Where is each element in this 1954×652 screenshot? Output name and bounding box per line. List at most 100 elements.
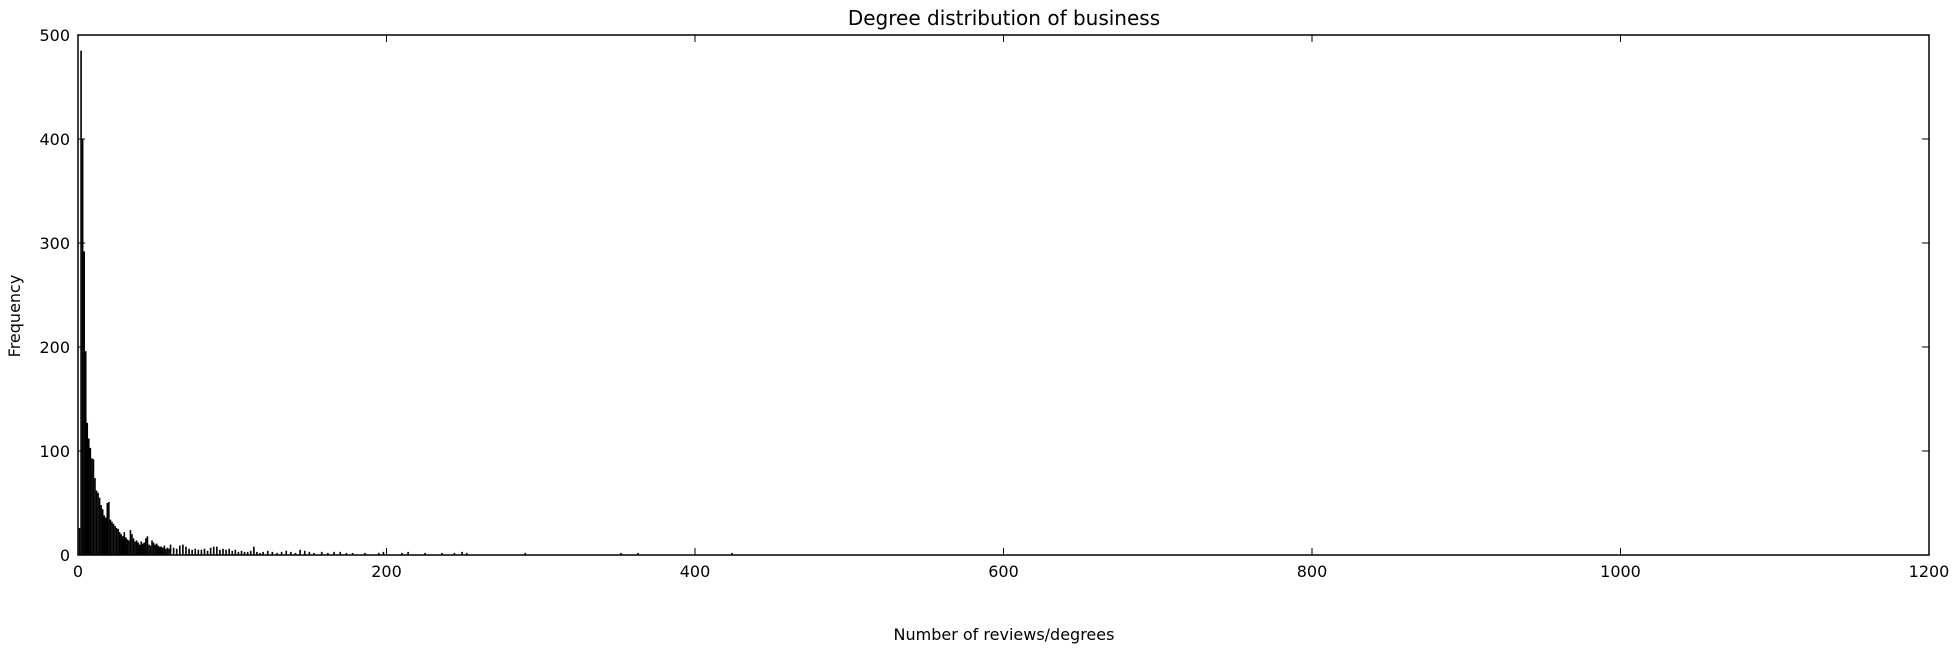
y-axis-label: Frequency xyxy=(5,275,24,358)
histogram-bar xyxy=(243,551,246,555)
histogram-bar xyxy=(237,551,240,555)
x-axis-label: Number of reviews/degrees xyxy=(894,625,1115,644)
histogram-bar xyxy=(138,544,141,555)
histogram-bar xyxy=(87,438,90,555)
histogram-bar xyxy=(111,521,113,555)
histogram-bar xyxy=(98,497,101,555)
histogram-bar xyxy=(271,551,274,555)
histogram-bar xyxy=(104,517,107,555)
histogram-bar xyxy=(308,551,311,555)
histogram-bar xyxy=(299,549,301,555)
histogram-bar xyxy=(256,551,258,555)
histogram-bar xyxy=(222,548,224,555)
histogram-bar xyxy=(637,552,639,555)
histogram-bar xyxy=(259,552,261,555)
histogram-bar xyxy=(143,542,146,555)
histogram-bar xyxy=(249,550,252,555)
histogram-bar xyxy=(234,549,237,555)
x-tick-label: 1000 xyxy=(1600,562,1641,581)
histogram-bar xyxy=(424,552,426,555)
histogram-bar xyxy=(200,549,203,555)
histogram-bar xyxy=(206,550,209,555)
histogram-bar xyxy=(212,546,215,555)
histogram-bar xyxy=(209,547,212,555)
histogram-bar xyxy=(149,545,152,555)
histogram-bar xyxy=(117,529,119,555)
histogram-bar xyxy=(158,546,161,555)
histogram-bar xyxy=(182,544,184,555)
x-tick-label: 1200 xyxy=(1909,562,1950,581)
histogram-bar xyxy=(169,544,172,555)
histogram-bar xyxy=(151,540,153,555)
histogram-bar xyxy=(364,552,366,555)
histogram-bar xyxy=(89,447,92,555)
histogram-bar xyxy=(188,548,190,555)
histogram-bar xyxy=(253,546,255,555)
histogram-bar xyxy=(86,422,89,555)
histogram-bar xyxy=(83,251,85,555)
histogram-bar xyxy=(131,534,133,555)
histogram-bar xyxy=(294,552,297,555)
histogram-bar xyxy=(191,549,193,555)
histogram-bar xyxy=(231,550,234,555)
histogram-bar xyxy=(382,551,385,555)
histogram-bar xyxy=(141,543,144,555)
histogram-bar xyxy=(84,351,87,555)
histogram-bar xyxy=(465,552,468,555)
histogram-bar xyxy=(168,548,170,555)
histogram-bar xyxy=(228,548,230,555)
histogram-bar xyxy=(262,551,264,555)
histogram-bar xyxy=(377,552,380,555)
histogram-bar xyxy=(620,552,622,555)
histogram-bar xyxy=(303,550,306,555)
histogram-bar xyxy=(121,536,124,555)
histogram-bar xyxy=(146,536,149,555)
histogram-bar xyxy=(78,527,81,555)
histogram-bar xyxy=(345,552,348,555)
histogram-bar xyxy=(175,548,178,555)
histogram-bar xyxy=(154,544,156,555)
histogram-bar xyxy=(197,549,200,555)
histogram-bar xyxy=(225,549,227,555)
histogram-bar xyxy=(152,542,155,555)
histogram-bar xyxy=(160,546,163,555)
histogram-bar xyxy=(115,527,118,555)
histogram-bar xyxy=(100,505,102,555)
histogram-bar xyxy=(94,478,96,555)
histogram-bar xyxy=(172,547,175,555)
histogram-bar xyxy=(407,551,409,555)
histogram-bar xyxy=(97,492,99,555)
histogram-bar xyxy=(280,551,283,555)
histogram-bar xyxy=(155,543,158,555)
x-tick-label: 200 xyxy=(371,562,402,581)
histogram-bar xyxy=(194,548,197,555)
histogram-bar xyxy=(441,552,443,555)
x-tick-label: 0 xyxy=(73,562,83,581)
chart-title: Degree distribution of business xyxy=(848,6,1160,30)
histogram-bar xyxy=(351,552,354,555)
x-tick-label: 400 xyxy=(680,562,711,581)
histogram-bar xyxy=(135,540,138,555)
y-tick-label: 300 xyxy=(39,234,70,253)
histogram-bar xyxy=(165,548,167,555)
histogram-bar xyxy=(166,547,169,555)
histogram-bar xyxy=(219,549,221,555)
histogram-bar xyxy=(80,50,82,555)
histogram-bar xyxy=(339,551,342,555)
y-tick-label: 500 xyxy=(39,26,70,45)
histogram-bar xyxy=(126,539,129,555)
histogram-bar xyxy=(320,551,323,555)
histogram-bar xyxy=(185,546,187,555)
histogram-bar xyxy=(313,552,315,555)
histogram-bar xyxy=(134,541,136,555)
x-tick-label: 800 xyxy=(1297,562,1328,581)
histogram-bar xyxy=(163,545,166,555)
histogram-bar xyxy=(524,552,527,555)
y-tick-label: 400 xyxy=(39,130,70,149)
histogram-bar xyxy=(453,552,456,555)
histogram-bar xyxy=(118,532,121,555)
histogram-bar xyxy=(101,509,104,555)
histogram-bar xyxy=(91,458,93,555)
histogram-bar xyxy=(327,552,329,555)
